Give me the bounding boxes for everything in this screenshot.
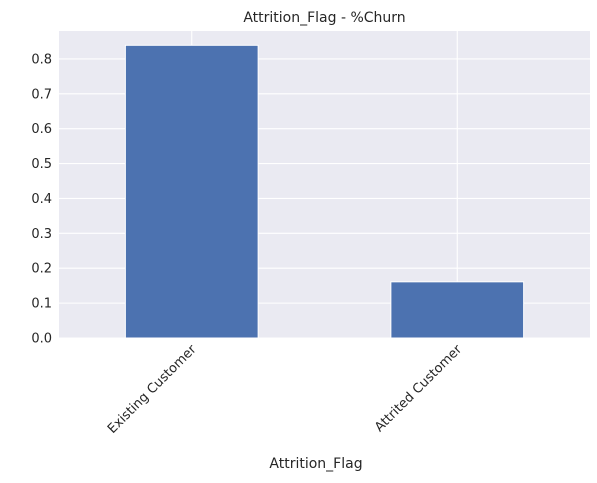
y-tick-label: 0.0: [31, 332, 52, 347]
x-tick-label: Existing Customer: [105, 342, 200, 437]
chart-title: Attrition_Flag - %Churn: [243, 10, 405, 26]
y-tick-label: 0.7: [31, 87, 52, 102]
y-tick-label: 0.8: [31, 52, 52, 67]
y-tick-label: 0.2: [31, 262, 52, 277]
y-tick-label: 0.4: [31, 192, 52, 207]
x-tick-label: Attrited Customer: [372, 342, 465, 435]
y-tick-label: 0.6: [31, 122, 52, 137]
y-tick-label: 0.3: [31, 227, 52, 242]
y-tick-label: 0.5: [31, 157, 52, 172]
bar-existing-customer: [124, 44, 259, 339]
x-axis-label: Attrition_Flag: [269, 456, 362, 472]
x-axis-ticks: Existing Customer Attrited Customer: [105, 342, 466, 437]
bars: [124, 44, 525, 339]
y-axis-ticks: 0.0 0.1 0.2 0.3 0.4 0.5 0.6 0.7 0.8: [31, 52, 52, 346]
bar-attrited-customer: [390, 281, 525, 339]
y-tick-label: 0.1: [31, 297, 52, 312]
